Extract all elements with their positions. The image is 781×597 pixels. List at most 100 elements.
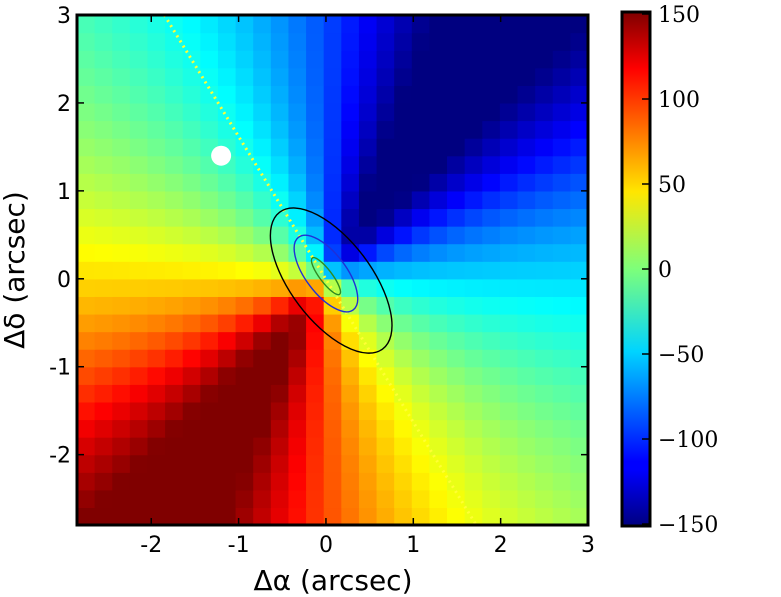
heatmap-cell <box>482 67 501 86</box>
heatmap-cell <box>217 15 237 34</box>
heatmap-cell <box>288 454 307 473</box>
heatmap-cell <box>200 349 219 368</box>
heatmap-cell <box>200 472 219 491</box>
heatmap-cell <box>517 296 536 315</box>
heatmap-cell <box>270 50 290 69</box>
heatmap-cell <box>394 419 413 438</box>
heatmap-cell <box>288 138 307 157</box>
heatmap-cell <box>535 226 554 245</box>
heatmap-cell <box>270 384 290 403</box>
heatmap-cell <box>147 32 166 51</box>
heatmap-cell <box>411 331 431 350</box>
contour-group <box>269 207 393 354</box>
heatmap-cell <box>217 85 237 104</box>
heatmap-cell <box>165 261 184 280</box>
heatmap-cell <box>482 226 501 245</box>
heatmap-cell <box>270 454 290 473</box>
heatmap-cell <box>341 85 360 104</box>
heatmap-cell <box>411 419 431 438</box>
heatmap-cell <box>570 507 588 525</box>
x-axis: -2 -1 0 1 2 3 <box>140 15 595 558</box>
heatmap-cell <box>200 50 219 69</box>
heatmap-cell <box>165 85 184 104</box>
heatmap-cell <box>182 296 201 315</box>
heatmap-cell <box>77 489 96 509</box>
y-axis: -2 -1 0 1 2 3 <box>49 4 588 469</box>
heatmap-cell <box>394 349 413 368</box>
heatmap-cell <box>447 278 466 297</box>
heatmap-cell <box>94 155 113 174</box>
heatmap-cell <box>499 173 519 192</box>
heatmap-cell <box>306 15 325 34</box>
heatmap-cell <box>77 173 96 192</box>
heatmap-cell <box>235 296 254 315</box>
heatmap-cell <box>253 507 272 525</box>
heatmap-cell <box>447 472 466 491</box>
heatmap-cell <box>517 454 536 473</box>
heatmap-cell <box>499 472 519 491</box>
heatmap-cell <box>77 384 96 403</box>
heatmap-cell <box>147 138 166 157</box>
heatmap-cell <box>429 32 448 51</box>
heatmap-cell <box>429 85 448 104</box>
heatmap-cell <box>200 261 219 280</box>
heatmap-cell <box>464 32 483 51</box>
heatmap-cell <box>306 120 325 139</box>
heatmap-cell <box>376 401 395 421</box>
heatmap-cell <box>112 437 131 456</box>
heatmap-cell <box>570 226 588 245</box>
heatmap-cell <box>217 507 237 525</box>
heatmap-cell <box>358 313 378 333</box>
heatmap-cell <box>235 331 254 350</box>
heatmap-cell <box>535 155 554 174</box>
heatmap-cell <box>394 261 413 280</box>
heatmap-cell <box>482 437 501 456</box>
heatmap-cell <box>77 313 96 333</box>
heatmap-cell <box>517 313 536 333</box>
heatmap-cell <box>323 243 342 262</box>
heatmap-cell <box>411 296 431 315</box>
heatmap-cell <box>376 489 395 509</box>
heatmap-cell <box>535 507 554 525</box>
heatmap-cell <box>288 32 307 51</box>
heatmap-cell <box>253 15 272 34</box>
heatmap-cell <box>165 331 184 350</box>
heatmap-cell <box>165 278 184 297</box>
heatmap-cell <box>306 50 325 69</box>
heatmap-cell <box>306 138 325 157</box>
heatmap-cell <box>165 313 184 333</box>
heatmap-cell <box>306 278 325 297</box>
heatmap-cell <box>499 261 519 280</box>
heatmap-cell <box>323 173 342 192</box>
heatmap-cell <box>341 138 360 157</box>
heatmap-cell <box>376 384 395 403</box>
heatmap-cell <box>482 155 501 174</box>
heatmap-cell <box>535 384 554 403</box>
heatmap-cell <box>570 419 588 438</box>
heatmap-cell <box>147 190 166 210</box>
heatmap-cell <box>270 102 290 122</box>
heatmap-cell <box>165 208 184 227</box>
heatmap-cell <box>217 454 237 473</box>
heatmap-cell <box>411 50 431 69</box>
heatmap-cell <box>165 226 184 245</box>
heatmap-cell <box>411 384 431 403</box>
heatmap-cell <box>270 67 290 86</box>
heatmap-cell <box>358 155 378 174</box>
heatmap-cell <box>112 208 131 227</box>
heatmap-cell <box>429 401 448 421</box>
heatmap-cell <box>129 454 149 473</box>
heatmap-cell <box>217 208 237 227</box>
heatmap-cell <box>341 507 360 525</box>
heatmap-cell <box>376 349 395 368</box>
heatmap-cell <box>182 384 201 403</box>
y-tick-label: 3 <box>57 4 71 29</box>
heatmap-cell <box>517 261 536 280</box>
heatmap-cell <box>376 15 395 34</box>
heatmap-cell <box>358 401 378 421</box>
heatmap-cell <box>535 190 554 210</box>
heatmap-cell <box>323 419 342 438</box>
heatmap-cell <box>147 15 166 34</box>
heatmap-cell <box>182 454 201 473</box>
heatmap-cell <box>288 190 307 210</box>
